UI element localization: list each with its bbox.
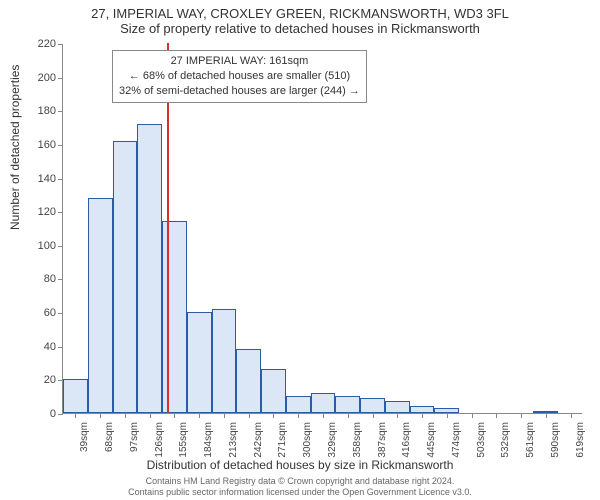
x-tick-mark <box>348 413 349 418</box>
x-tick-mark <box>75 413 76 418</box>
x-tick-mark <box>323 413 324 418</box>
x-tick-mark <box>373 413 374 418</box>
x-tick-mark <box>125 413 126 418</box>
x-tick-mark <box>174 413 175 418</box>
x-tick-label: 561sqm <box>525 422 536 458</box>
footer: Contains HM Land Registry data © Crown c… <box>0 476 600 499</box>
x-tick-mark <box>496 413 497 418</box>
y-tick-label: 200 <box>20 72 56 84</box>
histogram-bar <box>385 401 410 413</box>
histogram-bar <box>212 309 237 413</box>
y-tick-mark <box>58 212 63 213</box>
y-tick-mark <box>58 44 63 45</box>
y-tick-label: 40 <box>20 341 56 353</box>
annotation-line3: 32% of semi-detached houses are larger (… <box>119 84 360 99</box>
x-tick-label: 97sqm <box>129 422 140 452</box>
x-tick-label: 126sqm <box>154 422 165 458</box>
x-tick-mark <box>472 413 473 418</box>
histogram-bar <box>286 396 311 413</box>
y-tick-label: 160 <box>20 139 56 151</box>
y-tick-mark <box>58 78 63 79</box>
y-tick-mark <box>58 313 63 314</box>
x-tick-label: 242sqm <box>253 422 264 458</box>
x-tick-mark <box>249 413 250 418</box>
x-axis-label: Distribution of detached houses by size … <box>0 458 600 472</box>
x-tick-label: 532sqm <box>500 422 511 458</box>
y-tick-mark <box>58 179 63 180</box>
x-tick-label: 300sqm <box>302 422 313 458</box>
x-tick-label: 474sqm <box>451 422 462 458</box>
annotation-line1: 27 IMPERIAL WAY: 161sqm <box>119 54 360 69</box>
histogram-bar <box>88 198 113 413</box>
chart-container: 27, IMPERIAL WAY, CROXLEY GREEN, RICKMAN… <box>0 0 600 500</box>
x-tick-mark <box>397 413 398 418</box>
y-tick-label: 220 <box>20 38 56 50</box>
histogram-bar <box>360 398 385 413</box>
y-tick-label: 0 <box>20 408 56 420</box>
histogram-bar <box>63 379 88 413</box>
y-tick-mark <box>58 279 63 280</box>
x-tick-mark <box>298 413 299 418</box>
x-tick-label: 445sqm <box>426 422 437 458</box>
x-tick-label: 387sqm <box>377 422 388 458</box>
annotation-line2: ← 68% of detached houses are smaller (51… <box>119 69 360 84</box>
histogram-bar <box>162 221 187 413</box>
histogram-bar <box>311 393 336 413</box>
y-tick-mark <box>58 145 63 146</box>
histogram-bar <box>335 396 360 413</box>
x-tick-label: 213sqm <box>228 422 239 458</box>
y-tick-mark <box>58 414 63 415</box>
chart-subtitle: Size of property relative to detached ho… <box>0 21 600 38</box>
x-tick-mark <box>422 413 423 418</box>
y-tick-label: 60 <box>20 307 56 319</box>
chart-area: 02040608010012014016018020022039sqm68sqm… <box>62 44 582 414</box>
y-tick-mark <box>58 347 63 348</box>
x-tick-label: 503sqm <box>476 422 487 458</box>
x-tick-label: 68sqm <box>104 422 115 452</box>
x-tick-mark <box>273 413 274 418</box>
footer-line1: Contains HM Land Registry data © Crown c… <box>0 476 600 487</box>
x-tick-label: 184sqm <box>203 422 214 458</box>
footer-line2: Contains public sector information licen… <box>0 487 600 498</box>
x-tick-mark <box>224 413 225 418</box>
y-tick-mark <box>58 246 63 247</box>
histogram-bar <box>187 312 212 413</box>
y-tick-label: 20 <box>20 374 56 386</box>
x-tick-label: 155sqm <box>178 422 189 458</box>
chart-title: 27, IMPERIAL WAY, CROXLEY GREEN, RICKMAN… <box>0 0 600 21</box>
x-tick-label: 271sqm <box>277 422 288 458</box>
x-tick-label: 619sqm <box>575 422 586 458</box>
histogram-bar <box>410 406 435 413</box>
x-tick-label: 416sqm <box>401 422 412 458</box>
y-tick-label: 80 <box>20 273 56 285</box>
y-tick-label: 100 <box>20 240 56 252</box>
x-tick-label: 590sqm <box>550 422 561 458</box>
histogram-bar <box>113 141 138 413</box>
x-tick-label: 39sqm <box>79 422 90 452</box>
histogram-bar <box>236 349 261 413</box>
x-tick-mark <box>571 413 572 418</box>
x-tick-mark <box>150 413 151 418</box>
y-tick-label: 120 <box>20 206 56 218</box>
x-tick-mark <box>447 413 448 418</box>
x-tick-label: 329sqm <box>327 422 338 458</box>
x-tick-mark <box>546 413 547 418</box>
x-tick-mark <box>521 413 522 418</box>
x-tick-mark <box>100 413 101 418</box>
annotation-box: 27 IMPERIAL WAY: 161sqm ← 68% of detache… <box>112 50 367 103</box>
histogram-bar <box>261 369 286 413</box>
x-tick-mark <box>199 413 200 418</box>
histogram-bar <box>137 124 162 413</box>
x-tick-label: 358sqm <box>352 422 363 458</box>
y-tick-label: 140 <box>20 173 56 185</box>
y-tick-mark <box>58 111 63 112</box>
y-tick-label: 180 <box>20 105 56 117</box>
